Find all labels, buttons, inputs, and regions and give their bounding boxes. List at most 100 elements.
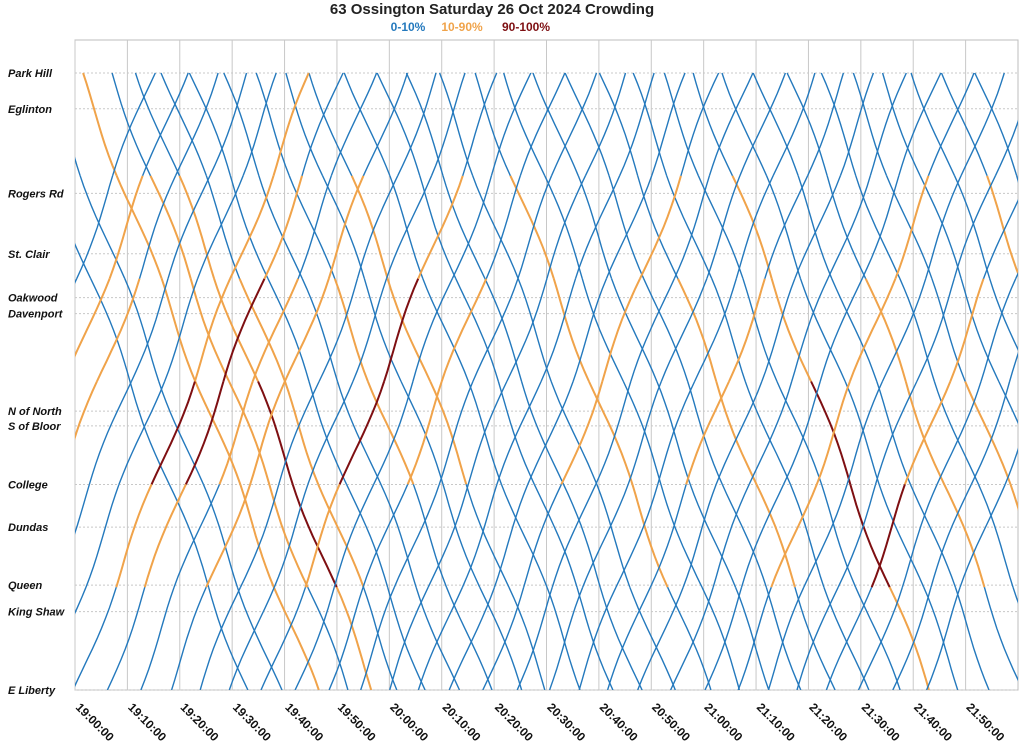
trip-line-segment [263,175,303,280]
trip-line-segment [383,278,420,382]
trip-line-segment [815,381,851,485]
trip-line-segment [629,586,676,690]
trip-line-segment [881,72,921,177]
trip-line-segment [584,72,627,177]
trip-line-segment [497,381,535,485]
trip-line-segment [949,278,985,382]
trip-line-segment [150,381,196,485]
trip-line-segment [870,483,906,588]
trip-line-segment [874,381,918,485]
y-axis-stop-labels: Park Hill Eglinton Rogers Rd St. Clair Oakwo… [8,68,66,697]
trip-line-segment [258,175,303,279]
trip-line-segment [417,586,464,690]
trip-line-segment [959,484,1006,588]
trip-line-segment [989,278,1018,352]
trip-line-segment [484,278,523,382]
trip-line-segment [899,278,936,382]
trip-line-segment [977,484,1014,588]
trip-line-segment [748,381,793,485]
trip-line-segment [193,278,232,382]
trip-line-segment [272,72,310,177]
trip-line-segment [448,586,496,690]
trip-line-segment [12,73,51,176]
trip-line-segment [923,586,959,690]
trip-line-segment [308,381,348,485]
trip-line-segment [740,484,785,588]
trip-line-segment [772,72,816,177]
trip-line-segment [297,175,332,279]
trip-line-segment [318,278,359,382]
trip-line-segment [721,72,768,177]
trip-line-segment [506,278,548,382]
x-tick-label: 19:10:00 [125,700,169,744]
trip-line-segment [400,381,444,485]
trip-line-segment [712,484,750,588]
stop-label: Dundas [8,522,48,534]
trip-line-segment [138,175,177,279]
trip-line-segment [692,72,734,177]
trip-line-segment [228,381,271,485]
trip-line-segment [803,484,848,588]
trip-line-segment [857,586,904,690]
trip-line-segment [285,72,324,177]
trip-line-segment [552,278,590,382]
trip-line-segment [669,586,714,690]
x-tick-label: 20:30:00 [544,700,588,744]
trip-line-segment [1020,279,1024,382]
trip-line-segment [143,483,187,588]
trip-line-segment [986,175,1018,276]
trip-line-segment [228,586,275,690]
trip-line-segment [998,381,1018,425]
trip-line-segment [831,278,878,382]
trip-line-segment [218,381,254,485]
trip-line-segment [462,72,498,177]
trip-line-segment [791,278,829,382]
trip-line-segment [550,381,598,485]
trip-line-segment [927,72,975,177]
trip-line-segment [876,381,912,485]
trip-line-segment [523,484,563,588]
trip-line-segment [321,175,366,279]
trip-line-segment [765,586,802,690]
trip-line-segment [304,483,341,588]
trip-line-segment [376,72,421,177]
trip-line-segment [496,381,542,485]
trip-line-segment [782,381,821,485]
trip-line-segment [581,278,625,382]
trip-line-segment [631,484,669,588]
trip-line-segment [141,72,189,177]
stop-label: Eglinton [8,104,52,116]
trip-line-segment [129,381,170,485]
x-tick-label: 19:50:00 [335,700,379,744]
trip-line-segment [983,587,1018,682]
trip-line-segment [1008,351,1018,382]
trip-line-segment [516,586,553,690]
trip-line-segment [328,586,364,690]
trip-line-segment [517,278,552,382]
trip-line-segment [601,278,641,382]
trip-line-segment [649,484,687,588]
trip-line-segment [711,278,746,382]
trip-line-segment [825,586,873,690]
trip-line-segment [284,381,320,485]
trip-line-segment [680,72,720,176]
trip-line-segment [380,484,417,588]
trip-line-segment [869,72,907,177]
trip-line-segment [701,586,741,690]
trip-line-segment [731,175,773,279]
trip-line-segment [330,72,378,177]
stop-label: Oakwood [8,293,58,305]
trip-line-segment [440,278,488,382]
trip-line-segment [704,587,743,690]
trip-line-segment [158,381,205,485]
trip-line-segment [134,72,181,177]
x-tick-label: 19:00:00 [73,700,117,744]
trip-line-segment [75,586,117,688]
trip-line-segment [744,381,792,485]
trip-line-segment [124,278,160,382]
trip-line-segment [855,175,901,279]
trip-line-segment [739,72,787,177]
trip-line-segment [213,278,260,382]
trip-line-segment [291,483,338,588]
